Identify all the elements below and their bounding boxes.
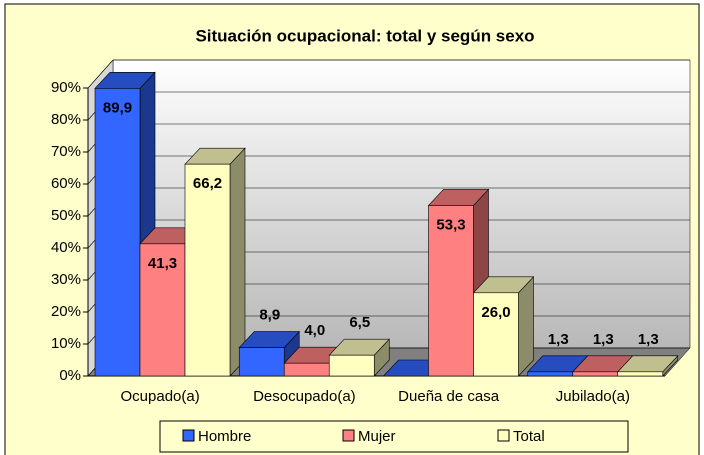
x-tick-label: Ocupado(a) [121, 388, 200, 405]
y-tick-label: 50% [51, 207, 81, 224]
x-tick-label: Desocupado(a) [253, 388, 356, 405]
value-label: 41,3 [148, 255, 177, 272]
legend-swatch [497, 429, 510, 442]
legend-label: Total [513, 428, 545, 445]
bar [184, 163, 231, 377]
legend-swatch [182, 429, 195, 442]
grid-line-side [87, 59, 114, 89]
value-label: 53,3 [436, 216, 465, 233]
bar [527, 371, 574, 377]
y-tick-label: 60% [51, 175, 81, 192]
y-tick-label: 30% [51, 271, 81, 288]
value-label: 6,5 [349, 314, 370, 331]
value-label: 1,3 [638, 331, 659, 348]
value-label: 1,3 [548, 331, 569, 348]
x-tick-label: Jubilado(a) [556, 388, 630, 405]
bar-side [229, 147, 246, 377]
bar [238, 347, 285, 377]
value-label: 8,9 [259, 306, 280, 323]
y-tick-label: 80% [51, 111, 81, 128]
bar [428, 205, 474, 377]
bar [328, 354, 375, 377]
value-label: 66,2 [193, 175, 222, 192]
legend-label: Mujer [358, 428, 396, 445]
legend-box [159, 420, 629, 453]
bar [283, 362, 330, 377]
bar [617, 371, 664, 377]
y-tick-label: 40% [51, 239, 81, 256]
legend-label: Hombre [198, 428, 251, 445]
bar-side [518, 276, 534, 377]
y-tick-label: 0% [59, 367, 81, 384]
legend-swatch [342, 429, 355, 442]
value-label: 4,0 [304, 322, 325, 339]
y-tick-label: 90% [51, 79, 81, 96]
y-tick-label: 70% [51, 143, 81, 160]
bar [139, 243, 186, 377]
x-tick-label: Dueña de casa [398, 388, 500, 405]
chart-title: Situación ocupacional: total y según sex… [195, 26, 534, 45]
y-tick-label: 10% [51, 335, 81, 352]
bar [94, 88, 141, 377]
y-tick-label: 20% [51, 303, 81, 320]
bar [473, 292, 519, 377]
bar [572, 371, 619, 377]
value-label: 26,0 [481, 304, 510, 321]
value-label: 1,3 [593, 331, 614, 348]
value-label: 89,9 [103, 99, 132, 116]
